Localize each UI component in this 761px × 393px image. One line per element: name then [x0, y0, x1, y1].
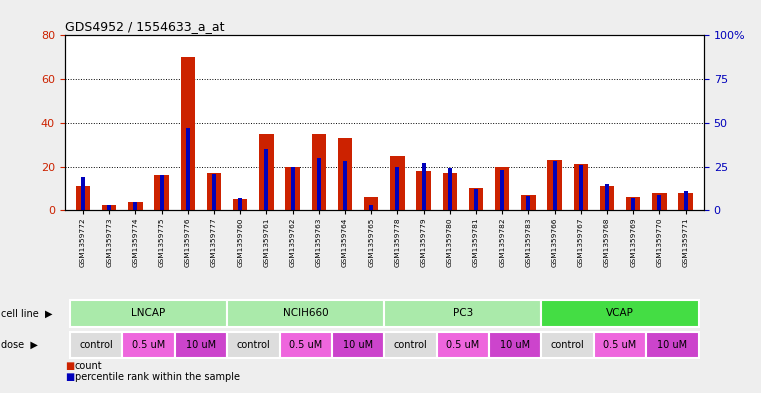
- Bar: [133, 202, 138, 210]
- Bar: [495, 167, 509, 210]
- Bar: [489, 332, 542, 358]
- Bar: [579, 165, 583, 210]
- Bar: [311, 134, 326, 210]
- Bar: [291, 167, 295, 210]
- Bar: [186, 128, 189, 210]
- Text: GDS4952 / 1554633_a_at: GDS4952 / 1554633_a_at: [65, 20, 224, 33]
- Bar: [658, 195, 661, 210]
- Bar: [364, 197, 378, 210]
- Bar: [369, 205, 373, 210]
- Bar: [683, 191, 687, 210]
- Text: 0.5 uM: 0.5 uM: [289, 340, 323, 350]
- Text: count: count: [75, 361, 102, 371]
- Text: control: control: [237, 340, 270, 350]
- Bar: [574, 164, 588, 210]
- Bar: [175, 332, 227, 358]
- Bar: [81, 177, 85, 210]
- Bar: [547, 160, 562, 210]
- Bar: [652, 193, 667, 210]
- Bar: [107, 205, 111, 210]
- Text: 10 uM: 10 uM: [658, 340, 687, 350]
- Bar: [521, 195, 536, 210]
- Bar: [474, 189, 478, 210]
- Text: 0.5 uM: 0.5 uM: [603, 340, 637, 350]
- Bar: [678, 193, 693, 210]
- Bar: [646, 332, 699, 358]
- Bar: [552, 161, 556, 210]
- Text: LNCAP: LNCAP: [132, 309, 166, 318]
- Bar: [527, 196, 530, 210]
- Bar: [154, 175, 169, 210]
- Bar: [422, 163, 425, 210]
- Bar: [260, 134, 274, 210]
- Text: percentile rank within the sample: percentile rank within the sample: [75, 372, 240, 382]
- Bar: [279, 332, 332, 358]
- Bar: [180, 57, 195, 210]
- Bar: [343, 161, 347, 210]
- Text: cell line  ▶: cell line ▶: [1, 309, 53, 318]
- Bar: [227, 332, 279, 358]
- Bar: [317, 158, 321, 210]
- Bar: [227, 300, 384, 327]
- Bar: [207, 173, 221, 210]
- Bar: [128, 202, 142, 210]
- Bar: [437, 332, 489, 358]
- Bar: [285, 167, 300, 210]
- Text: 0.5 uM: 0.5 uM: [446, 340, 479, 350]
- Text: 10 uM: 10 uM: [186, 340, 216, 350]
- Bar: [500, 170, 505, 210]
- Text: 0.5 uM: 0.5 uM: [132, 340, 165, 350]
- Bar: [443, 173, 457, 210]
- Bar: [70, 300, 227, 327]
- Text: dose  ▶: dose ▶: [1, 340, 37, 350]
- Text: control: control: [79, 340, 113, 350]
- Bar: [384, 300, 542, 327]
- Bar: [416, 171, 431, 210]
- Bar: [123, 332, 175, 358]
- Bar: [600, 186, 614, 210]
- Bar: [265, 149, 269, 210]
- Bar: [233, 199, 247, 210]
- Bar: [332, 332, 384, 358]
- Bar: [384, 332, 437, 358]
- Bar: [70, 332, 123, 358]
- Text: control: control: [393, 340, 428, 350]
- Text: NCIH660: NCIH660: [283, 309, 329, 318]
- Bar: [338, 138, 352, 210]
- Bar: [160, 175, 164, 210]
- Bar: [212, 174, 216, 210]
- Bar: [238, 198, 242, 210]
- Bar: [396, 167, 400, 210]
- Bar: [76, 186, 91, 210]
- Bar: [447, 168, 452, 210]
- Bar: [542, 300, 699, 327]
- Text: 10 uM: 10 uM: [343, 340, 373, 350]
- Bar: [542, 332, 594, 358]
- Bar: [631, 198, 635, 210]
- Bar: [626, 197, 641, 210]
- Bar: [594, 332, 646, 358]
- Bar: [102, 205, 116, 210]
- Bar: [390, 156, 405, 210]
- Text: VCAP: VCAP: [607, 309, 634, 318]
- Bar: [605, 184, 609, 210]
- Bar: [469, 188, 483, 210]
- Text: ■: ■: [65, 361, 74, 371]
- Text: 10 uM: 10 uM: [500, 340, 530, 350]
- Text: control: control: [551, 340, 584, 350]
- Text: ■: ■: [65, 372, 74, 382]
- Text: PC3: PC3: [453, 309, 473, 318]
